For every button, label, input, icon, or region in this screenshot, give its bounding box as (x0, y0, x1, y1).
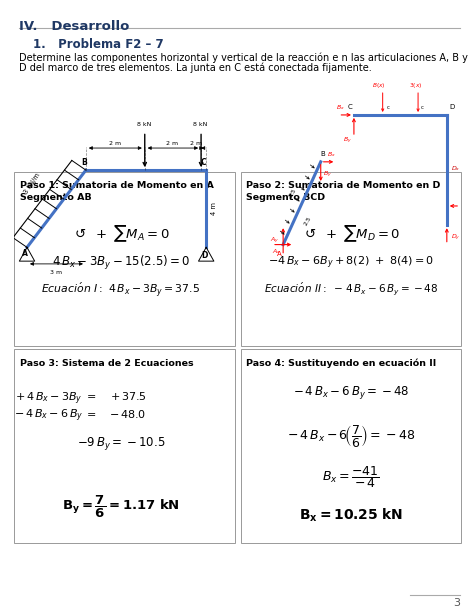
Text: 8 kN: 8 kN (193, 122, 208, 127)
Text: $+\,4\,B_x - 3B_y$: $+\,4\,B_x - 3B_y$ (15, 390, 83, 407)
Text: $A_y$: $A_y$ (270, 235, 279, 246)
Text: $\mathit{Ecuaci\acute{o}n\ II{:}\ -\,4\,B_x - 6\,B_y = -48}$: $\mathit{Ecuaci\acute{o}n\ II{:}\ -\,4\,… (264, 280, 438, 297)
Text: C: C (347, 104, 352, 110)
Text: C: C (201, 158, 207, 167)
Text: B: B (81, 158, 87, 167)
Text: 2.5: 2.5 (288, 188, 297, 199)
Text: $D_y$: $D_y$ (451, 233, 461, 243)
Text: $B_y$: $B_y$ (323, 169, 332, 180)
Text: Segmento BCD: Segmento BCD (246, 193, 326, 202)
Text: 3: 3 (453, 598, 460, 607)
Text: $-4\,B_x - 6B_y + 8(2)\ +\ 8(4) = 0$: $-4\,B_x - 6B_y + 8(2)\ +\ 8(4) = 0$ (268, 254, 434, 271)
Text: $-9\,B_y = -10.5$: $-9\,B_y = -10.5$ (77, 435, 165, 452)
Text: Paso 4: Sustituyendo en ecuación II: Paso 4: Sustituyendo en ecuación II (246, 359, 437, 368)
Text: c: c (420, 105, 423, 110)
Text: 1.   Problema F2 – 7: 1. Problema F2 – 7 (33, 38, 164, 51)
Text: Paso 2: Sumatoria de Momento en D: Paso 2: Sumatoria de Momento en D (246, 181, 441, 190)
Text: 3 m: 3 m (50, 270, 63, 275)
Text: 8 kN: 8 kN (137, 122, 152, 127)
Text: A: A (22, 249, 28, 257)
Text: D del marco de tres elementos. La junta en C está conectada fijamente.: D del marco de tres elementos. La junta … (19, 63, 372, 73)
FancyBboxPatch shape (241, 349, 461, 543)
Text: B: B (321, 151, 326, 158)
FancyBboxPatch shape (14, 349, 235, 543)
Text: $B(x)$: $B(x)$ (372, 82, 385, 90)
Text: $-\,4\,B_x - 6\,B_y = -48$: $-\,4\,B_x - 6\,B_y = -48$ (292, 384, 409, 402)
Text: Determine las componentes horizontal y vertical de la reacción e n las articulac: Determine las componentes horizontal y v… (19, 52, 468, 63)
Text: 3 kN/m: 3 kN/m (23, 172, 41, 196)
Text: $B_x$: $B_x$ (336, 104, 345, 112)
Text: c: c (387, 105, 390, 110)
Text: $-\,4\,B_x - 6\,B_y$: $-\,4\,B_x - 6\,B_y$ (14, 408, 83, 424)
Text: $\circlearrowleft\ +\ \sum M_A = 0$: $\circlearrowleft\ +\ \sum M_A = 0$ (72, 224, 170, 245)
Text: $B_x$: $B_x$ (328, 150, 336, 159)
Text: $\mathbf{B_x = 10.25\ kN}$: $\mathbf{B_x = 10.25\ kN}$ (299, 507, 402, 524)
Text: IV.   Desarrollo: IV. Desarrollo (19, 20, 129, 32)
Text: $4\,B_x - 3B_y - 15(2.5) = 0$: $4\,B_x - 3B_y - 15(2.5) = 0$ (52, 254, 190, 272)
Text: D: D (449, 104, 454, 110)
Text: $\mathbf{B_y = \dfrac{7}{6} = 1.17\ kN}$: $\mathbf{B_y = \dfrac{7}{6} = 1.17\ kN}$ (62, 493, 180, 520)
Text: $3(x)$: $3(x)$ (409, 82, 422, 90)
Text: $\circlearrowleft\ +\ \sum M_D = 0$: $\circlearrowleft\ +\ \sum M_D = 0$ (301, 224, 400, 245)
Text: $=$: $=$ (84, 390, 96, 400)
Text: $B_x = \dfrac{-41}{-\,4}$: $B_x = \dfrac{-41}{-\,4}$ (322, 464, 380, 490)
Text: Paso 1: Sumatoria de Momento en A: Paso 1: Sumatoria de Momento en A (20, 181, 214, 190)
Text: 2 m: 2 m (190, 141, 202, 147)
Text: 2 m: 2 m (165, 141, 178, 147)
Text: $\mathit{Ecuaci\acute{o}n\ I{:}\ 4\,B_x - 3B_y = 37.5}$: $\mathit{Ecuaci\acute{o}n\ I{:}\ 4\,B_x … (41, 280, 201, 299)
Text: Segmento AB: Segmento AB (20, 193, 91, 202)
Text: $+\,37.5$: $+\,37.5$ (109, 390, 146, 403)
Text: Paso 3: Sistema de 2 Ecuaciones: Paso 3: Sistema de 2 Ecuaciones (20, 359, 193, 368)
Text: $-\,4\,B_x - 6\!\left(\dfrac{7}{6}\right) = -48$: $-\,4\,B_x - 6\!\left(\dfrac{7}{6}\right… (287, 423, 415, 449)
Text: 2.5: 2.5 (303, 215, 312, 226)
FancyBboxPatch shape (14, 172, 235, 346)
Text: $B_y$: $B_y$ (343, 136, 352, 147)
Text: 2 m: 2 m (109, 141, 121, 147)
Text: $D_x$: $D_x$ (451, 164, 461, 173)
Text: 4 m: 4 m (211, 202, 217, 215)
Text: A: A (276, 251, 281, 257)
Text: $=$: $=$ (84, 408, 96, 417)
Text: $-\,48.0$: $-\,48.0$ (109, 408, 146, 420)
Text: $A_x$: $A_x$ (272, 247, 281, 256)
FancyBboxPatch shape (241, 172, 461, 346)
Text: D: D (201, 251, 208, 261)
